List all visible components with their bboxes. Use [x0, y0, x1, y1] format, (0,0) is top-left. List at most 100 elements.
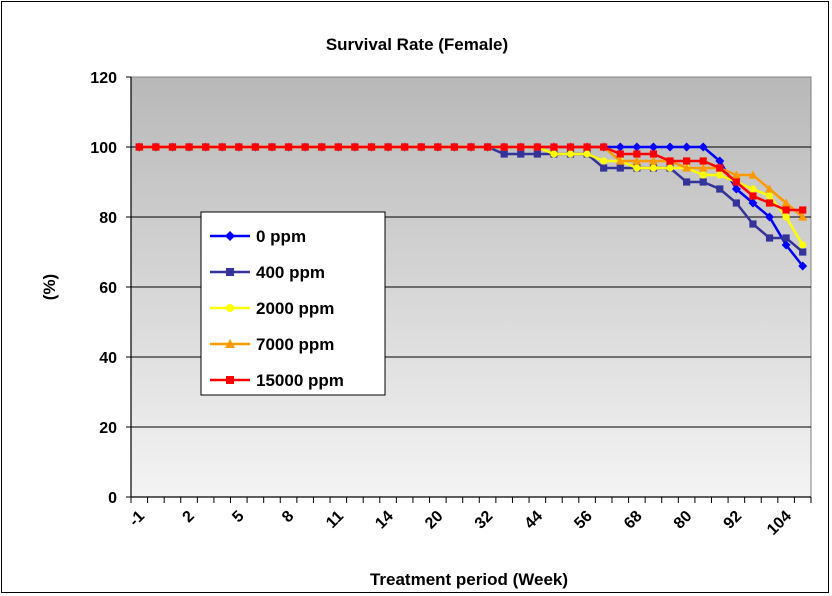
data-point	[533, 143, 541, 151]
data-point	[268, 143, 276, 151]
data-point	[225, 231, 235, 241]
data-point	[781, 198, 791, 207]
data-point	[226, 268, 234, 276]
data-point	[765, 184, 775, 193]
legend-item: 2000 ppm	[210, 299, 334, 318]
data-point	[500, 143, 508, 151]
x-tick-label: 8	[279, 508, 297, 526]
data-point	[682, 142, 692, 152]
data-point	[798, 261, 808, 271]
data-point	[533, 150, 541, 158]
legend-item: 15000 ppm	[210, 371, 344, 390]
y-tick-label: 40	[99, 350, 117, 367]
data-point	[682, 163, 692, 172]
data-point	[683, 178, 691, 186]
legend-label: 15000 ppm	[256, 371, 344, 390]
data-point	[748, 170, 758, 179]
data-point	[616, 150, 624, 158]
data-point	[384, 143, 392, 151]
legend: 0 ppm 400 ppm 2000 ppm 7000 ppm 15000 ppm	[200, 211, 386, 396]
legend-label: 7000 ppm	[256, 335, 334, 354]
series-layer	[134, 142, 808, 271]
data-point	[600, 164, 608, 172]
y-tick-label: 0	[108, 490, 117, 507]
legend-item: 400 ppm	[210, 263, 325, 282]
data-point	[698, 163, 708, 172]
data-point	[782, 213, 790, 221]
y-axis-ticks: 0 20 40 60 80 100 120	[90, 70, 811, 507]
data-point	[284, 143, 293, 151]
data-point	[731, 170, 741, 179]
data-point	[483, 143, 492, 151]
x-tick-label: 68	[621, 508, 646, 533]
data-point	[616, 164, 624, 172]
legend-item: 7000 ppm	[210, 335, 334, 354]
data-point	[632, 142, 642, 152]
data-point	[765, 192, 774, 200]
data-point	[782, 206, 790, 214]
data-point	[600, 143, 608, 151]
data-point	[666, 164, 674, 172]
data-point	[748, 198, 758, 208]
data-point	[550, 143, 558, 151]
data-point	[615, 142, 625, 152]
x-tick-label: 104	[764, 508, 795, 539]
y-tick-label: 80	[99, 210, 117, 227]
data-point	[517, 150, 525, 158]
data-point	[683, 157, 691, 165]
data-point	[367, 143, 376, 151]
data-point	[202, 143, 210, 151]
data-point	[225, 339, 235, 348]
series-4	[135, 143, 807, 214]
data-point	[566, 150, 575, 158]
y-tick-label: 60	[99, 280, 117, 297]
y-axis-label: (%)	[40, 274, 59, 300]
data-point	[666, 157, 674, 165]
data-point	[351, 143, 359, 151]
data-point	[168, 143, 177, 151]
data-point	[699, 178, 707, 186]
x-axis-label: Treatment period (Week)	[370, 570, 568, 589]
y-tick-label: 20	[99, 420, 117, 437]
data-point	[251, 143, 259, 151]
data-point	[401, 143, 409, 151]
legend-label: 0 ppm	[256, 227, 306, 246]
data-point	[135, 143, 143, 151]
x-tick-label: 20	[422, 508, 447, 533]
x-tick-label: -1	[126, 508, 148, 530]
data-point	[782, 234, 790, 242]
x-tick-label: 2	[180, 508, 198, 526]
x-tick-label: 56	[571, 508, 596, 533]
data-point	[235, 143, 243, 151]
legend-label: 400 ppm	[256, 263, 325, 282]
x-tick-label: 14	[372, 508, 397, 533]
data-point	[732, 199, 740, 207]
data-point	[583, 150, 591, 158]
data-point	[152, 143, 160, 151]
data-point	[583, 143, 591, 151]
data-point	[765, 212, 775, 222]
data-point	[301, 143, 309, 151]
data-point	[699, 171, 707, 179]
data-point	[648, 156, 658, 165]
legend-box	[200, 211, 386, 396]
data-point	[716, 164, 724, 172]
data-point	[731, 184, 741, 194]
data-point	[615, 156, 625, 165]
data-point	[799, 206, 807, 214]
y-tick-label: 100	[90, 140, 117, 157]
data-point	[318, 143, 326, 151]
data-point	[600, 157, 608, 165]
data-point	[185, 143, 193, 151]
data-point	[226, 304, 234, 312]
data-point	[716, 185, 724, 193]
data-point	[467, 143, 475, 151]
x-axis-ticks: -1 2 5 8 11 14 20 32 44 56 68 80 92 104	[126, 497, 812, 539]
chart-title: Survival Rate (Female)	[326, 35, 508, 54]
data-point	[649, 150, 658, 158]
data-point	[434, 143, 442, 151]
data-point	[749, 220, 757, 228]
x-tick-label: 11	[323, 508, 347, 532]
data-point	[665, 142, 675, 152]
